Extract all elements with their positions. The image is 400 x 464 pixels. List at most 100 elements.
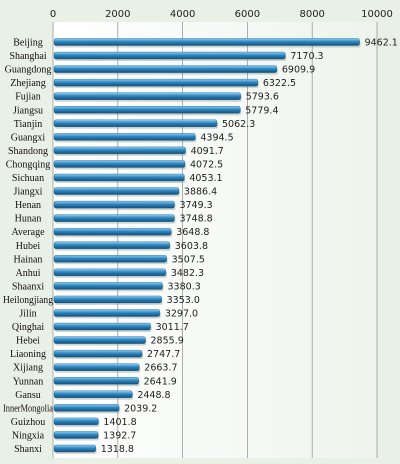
category-label: Sichuan: [12, 173, 44, 184]
bar: [53, 173, 185, 182]
value-label: 2448.8: [137, 390, 170, 401]
value-label: 1401.8: [103, 417, 136, 428]
x-tick-label: 2000: [105, 9, 130, 20]
bar: [53, 336, 146, 344]
value-label: 6322.5: [263, 78, 296, 89]
category-label: Tianjin: [14, 119, 43, 130]
value-label: 4053.1: [189, 173, 222, 184]
bar: [53, 444, 96, 453]
bar: [53, 363, 140, 371]
category-label: Shandong: [8, 146, 48, 157]
category-label: Anhui: [16, 268, 41, 279]
x-tick-label: 4000: [170, 9, 195, 20]
bar: [53, 309, 161, 317]
bar: [53, 214, 175, 222]
value-label: 3011.7: [156, 322, 189, 333]
bar: [53, 119, 218, 128]
value-label: 3886.4: [184, 187, 217, 198]
category-label: Guangxi: [11, 132, 46, 143]
category-label: Hebei: [16, 336, 40, 347]
bar: [53, 377, 139, 385]
category-label: Zhejiang: [10, 78, 46, 89]
bar: [53, 417, 99, 426]
category-label: Hunan: [15, 214, 42, 225]
x-tick-label: 10000: [361, 9, 393, 20]
x-tick-label: 0: [50, 9, 56, 20]
category-label: Chongqing: [6, 159, 50, 170]
bar: [53, 390, 133, 398]
value-label: 9462.1: [365, 38, 398, 49]
category-label: Beijing: [13, 38, 42, 49]
value-label: 5062.3: [222, 119, 255, 130]
category-label: Guizhou: [11, 417, 45, 428]
bar: [53, 38, 360, 46]
bar: [53, 92, 241, 100]
category-label: Jiangsu: [13, 105, 43, 116]
category-label: Shaanxi: [12, 281, 44, 292]
value-label: 2641.9: [144, 376, 177, 387]
bar: [53, 404, 120, 412]
value-label: 3353.0: [167, 295, 200, 306]
bar: [53, 322, 151, 331]
value-label: 3380.3: [168, 281, 201, 292]
x-tick-label: 8000: [299, 9, 324, 20]
bar: [53, 268, 167, 277]
category-label: Gansu: [15, 390, 41, 401]
value-label: 3297.0: [165, 309, 198, 320]
x-axis-ticks: 0 2000 4000 6000 8000 10000: [50, 9, 393, 20]
category-label: Ningxia: [12, 430, 45, 441]
category-label: Xijiang: [13, 363, 43, 374]
bar: [53, 295, 162, 304]
value-label: 4394.5: [200, 132, 233, 143]
bar: [53, 51, 286, 60]
bar: [53, 241, 170, 249]
bar: [53, 65, 278, 73]
value-label: 5779.4: [245, 105, 278, 116]
category-label: Jiangxi: [14, 187, 43, 198]
category-label: Shanghai: [9, 51, 46, 62]
value-label: 3603.8: [175, 241, 208, 252]
value-labels: 9462.1 7170.3 6909.9 6322.5 5793.6 5779.4 5062…: [101, 38, 398, 456]
bar: [53, 227, 172, 236]
value-label: 6909.9: [282, 65, 315, 76]
bar: [53, 146, 186, 155]
category-label: InnerMongolia: [3, 403, 53, 414]
value-label: 4072.5: [190, 159, 223, 170]
value-label: 5793.6: [246, 92, 279, 103]
bar: [53, 160, 186, 168]
bar: [53, 282, 163, 290]
value-label: 2855.9: [151, 336, 184, 347]
category-label: Hainan: [14, 254, 43, 265]
category-label: Liaoning: [10, 349, 46, 360]
value-label: 4091.7: [191, 146, 224, 157]
category-label: Heilongjiang: [3, 295, 53, 306]
value-label: 3507.5: [172, 254, 205, 265]
category-label: Yunnan: [13, 376, 44, 387]
category-label: Jilin: [19, 309, 36, 320]
bars: [53, 38, 361, 454]
value-label: 7170.3: [290, 51, 323, 62]
category-labels: Beijing Shanghai Guangdong Zhejiang Fujian Ji…: [3, 38, 53, 456]
value-label: 2747.7: [147, 349, 180, 360]
category-label: Guangdong: [5, 65, 52, 76]
value-label: 3482.3: [171, 268, 204, 279]
value-label: 2039.2: [124, 403, 157, 414]
category-label: Henan: [15, 200, 41, 211]
category-label: Average: [11, 227, 45, 238]
bar: [53, 133, 196, 141]
value-label: 1318.8: [101, 444, 134, 455]
x-tick-label: 6000: [235, 9, 260, 20]
value-label: 3648.8: [176, 227, 209, 238]
bar: [53, 349, 143, 358]
category-label: Shanxi: [14, 444, 42, 455]
category-label: Hubei: [16, 241, 41, 252]
bar: [53, 431, 99, 439]
value-label: 1392.7: [103, 430, 136, 441]
value-label: 3748.8: [179, 214, 212, 225]
bar: [53, 187, 180, 195]
bar: [53, 200, 175, 209]
bar: [53, 78, 259, 87]
value-label: 2663.7: [144, 363, 177, 374]
